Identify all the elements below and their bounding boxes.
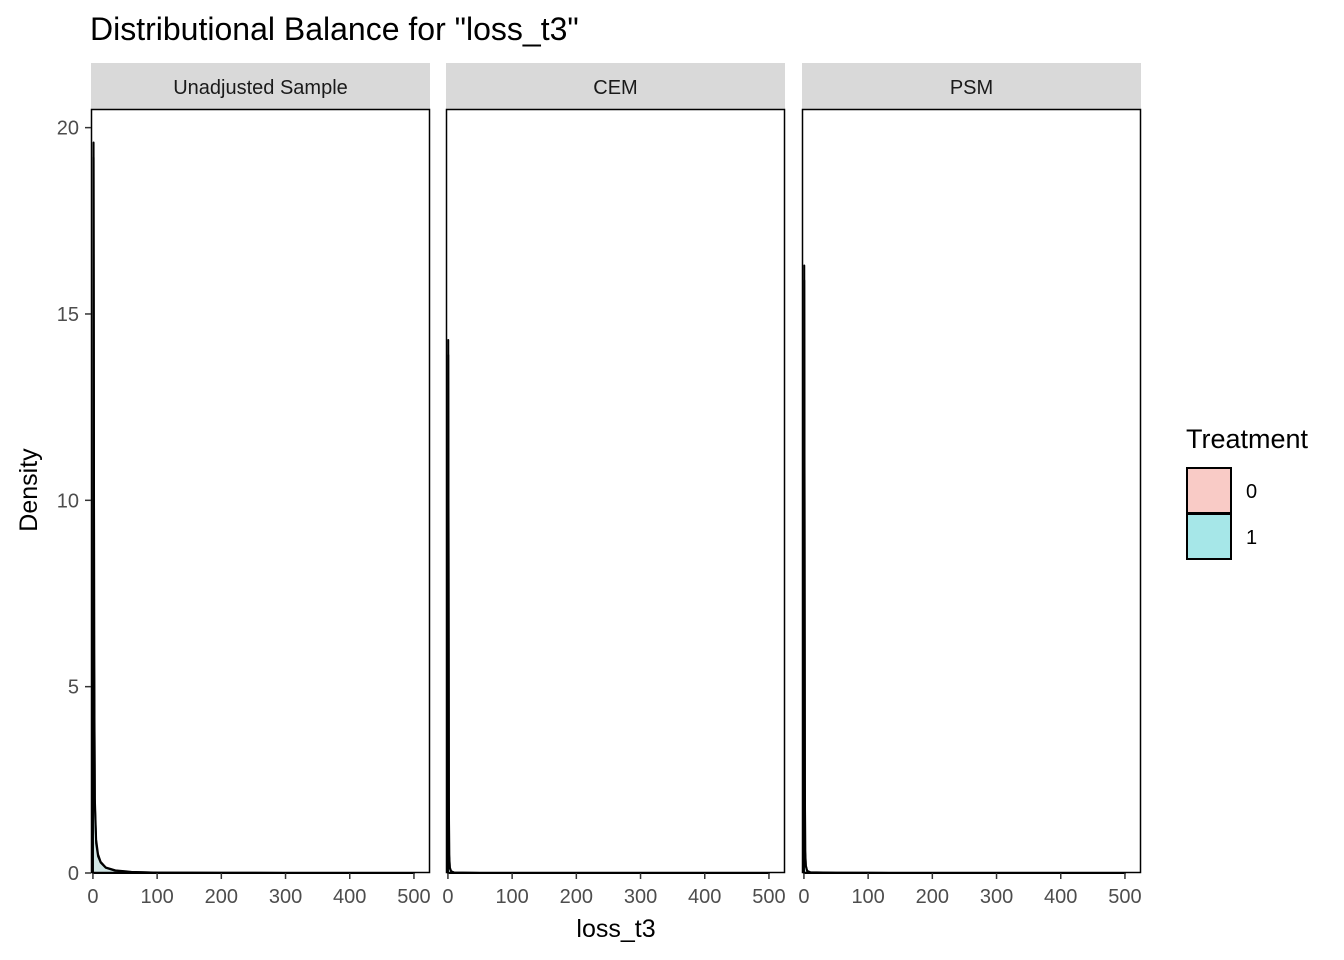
density-area-series — [91, 141, 415, 874]
chart-title: Distributional Balance for "loss_t3" — [90, 11, 579, 47]
legend: Treatment 01 — [1186, 424, 1309, 560]
legend-key-label: 0 — [1246, 481, 1257, 503]
x-tick-label: 0 — [87, 886, 98, 908]
density-area-series — [91, 156, 415, 874]
legend-key-label: 1 — [1246, 527, 1257, 549]
panel-border — [801, 108, 1142, 874]
x-tick-label: 500 — [1108, 886, 1141, 908]
x-tick-label: 100 — [495, 886, 528, 908]
facet-strip — [91, 63, 430, 109]
x-tick-label: 400 — [1044, 886, 1077, 908]
legend-keys: 01 — [1186, 467, 1257, 560]
density-area-series — [802, 279, 1126, 874]
x-tick-label: 400 — [688, 886, 721, 908]
facet-panel: CEM 0 100 200 300 400 500 — [442, 63, 786, 908]
legend-key-swatch — [1186, 513, 1232, 560]
density-area-series — [802, 264, 1126, 874]
panel-border — [90, 108, 431, 874]
x-tick-label: 200 — [560, 886, 593, 908]
x-tick-label: 200 — [916, 886, 949, 908]
x-tick-label: 100 — [140, 886, 173, 908]
x-tick-label: 100 — [851, 886, 884, 908]
legend-key-swatch — [1186, 467, 1232, 514]
x-tick-label: 500 — [752, 886, 785, 908]
x-tick-label: 0 — [798, 886, 809, 908]
legend-title: Treatment — [1186, 424, 1309, 454]
x-tick-label: 300 — [624, 886, 657, 908]
x-tick-label: 500 — [397, 886, 430, 908]
y-tick-label: 15 — [57, 304, 79, 326]
y-tick-label: 10 — [57, 490, 79, 512]
x-tick-label: 400 — [333, 886, 366, 908]
facet-strip-label: Unadjusted Sample — [173, 77, 348, 99]
x-axis-title: loss_t3 — [576, 915, 655, 943]
facet-strip-label: PSM — [950, 77, 993, 99]
y-tick-label: 0 — [68, 863, 79, 885]
panel-border — [445, 108, 786, 874]
y-axis-title: Density — [15, 448, 43, 532]
x-tick-label: 300 — [269, 886, 302, 908]
facet-strip — [446, 63, 785, 109]
x-tick-label: 300 — [980, 886, 1013, 908]
x-tick-label: 0 — [442, 886, 453, 908]
x-tick-label: 200 — [205, 886, 238, 908]
facet-strip — [802, 63, 1141, 109]
facet-panel: PSM 0 100 200 300 400 500 — [798, 63, 1142, 908]
y-tick-label: 20 — [57, 118, 79, 140]
density-area-series — [446, 339, 770, 874]
y-tick-label: 5 — [68, 677, 79, 699]
density-area-series — [446, 353, 770, 874]
facet-strip-label: CEM — [593, 77, 637, 99]
facet-panel: Unadjusted Sample 0 100 200 300 400 500 0 5 10 15 2… — [57, 63, 431, 908]
